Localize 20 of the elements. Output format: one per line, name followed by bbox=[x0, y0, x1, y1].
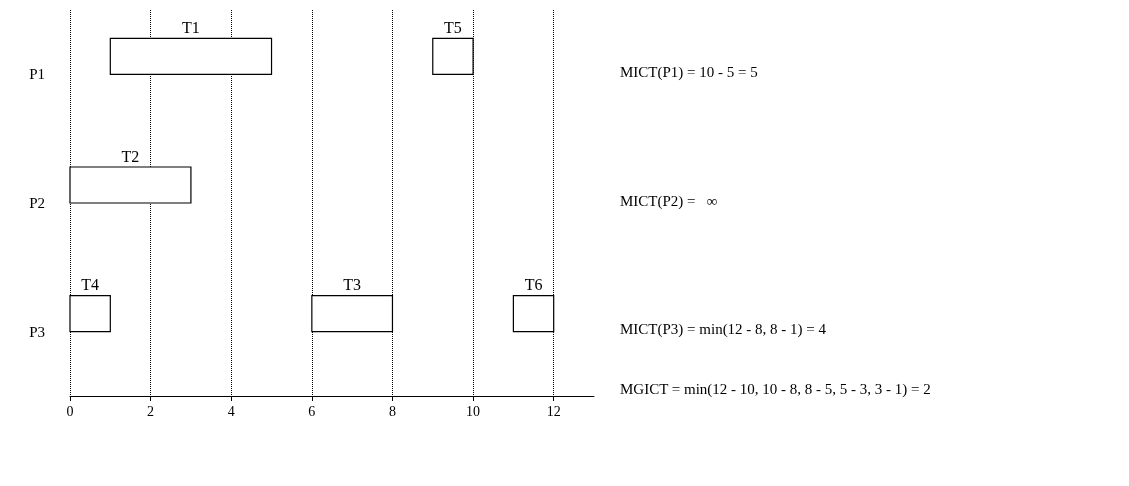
series-label: T4 bbox=[81, 276, 100, 294]
series-label: T1 bbox=[182, 18, 200, 36]
x-tick-label: 6 bbox=[308, 403, 316, 419]
y-tick-label: P1 bbox=[29, 66, 45, 83]
series-label: T2 bbox=[121, 147, 140, 165]
x-tick-label: 2 bbox=[147, 403, 155, 419]
x-tick-label: 0 bbox=[66, 403, 74, 419]
y-tick-label: P2 bbox=[29, 195, 45, 211]
text: MGICT = min(12 - 10, 10 - 8, 8 - 5, 5 - 3, 3 - 1) = 2 bbox=[620, 381, 931, 399]
text: MICT(P2) = ∞ bbox=[620, 192, 718, 210]
y-tick-label: P3 bbox=[29, 323, 45, 340]
x-tick-label: 8 bbox=[388, 403, 396, 419]
text: MICT(P3) = min(12 - 8, 8 - 1) = 4 bbox=[620, 321, 827, 339]
x-tick-label: 10 bbox=[466, 403, 481, 419]
text: MICT(P1) = 10 - 5 = 5 bbox=[620, 63, 758, 81]
x-tick-label: 12 bbox=[546, 403, 561, 419]
series-label: T3 bbox=[343, 276, 362, 294]
series-label: T5 bbox=[444, 18, 462, 36]
series-label: T6 bbox=[524, 276, 543, 294]
x-tick-label: 4 bbox=[227, 403, 235, 419]
